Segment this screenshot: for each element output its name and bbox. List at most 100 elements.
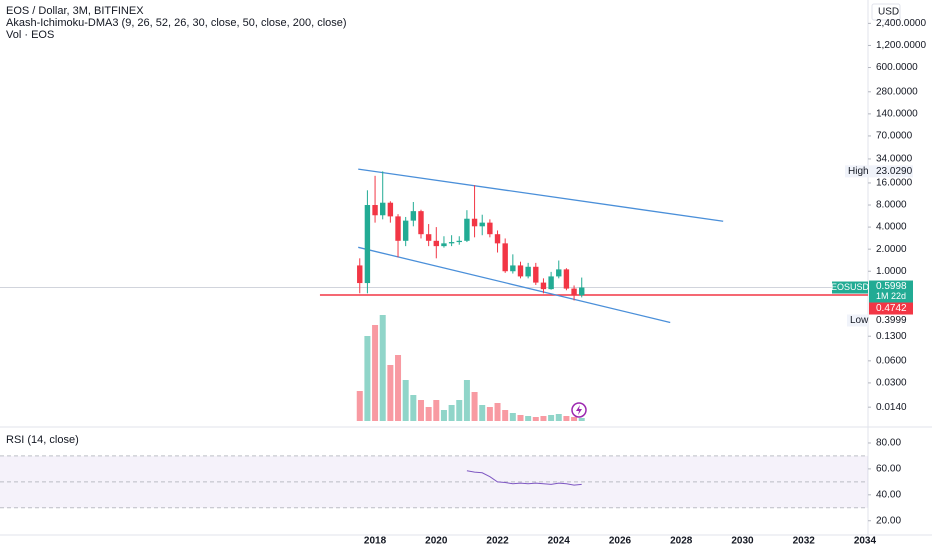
volume-bar bbox=[540, 416, 547, 421]
volume-bar bbox=[372, 325, 379, 421]
countdown: 1M 22d bbox=[876, 291, 906, 301]
icon-bolt[interactable] bbox=[576, 405, 582, 415]
volume-bar bbox=[532, 417, 539, 421]
y-tick-label: 4.0000 bbox=[876, 222, 907, 233]
volume-bar bbox=[479, 405, 486, 421]
candle-body bbox=[441, 243, 447, 247]
x-tick-label: 2018 bbox=[364, 536, 387, 547]
volume-bar bbox=[494, 403, 501, 421]
x-tick-label: 2026 bbox=[609, 536, 632, 547]
volume-bar bbox=[571, 417, 578, 421]
x-tick-label: 2034 bbox=[854, 536, 877, 547]
volume-bar bbox=[364, 336, 371, 421]
currency-box[interactable] bbox=[871, 3, 901, 21]
volume-bar bbox=[578, 418, 585, 421]
y-tick-label: 34.0000 bbox=[876, 154, 913, 165]
y-tick-label: 2,400.0000 bbox=[876, 18, 926, 29]
rsi-line bbox=[466, 470, 582, 486]
volume-bar bbox=[379, 315, 386, 421]
y-tick-label: 2.0000 bbox=[876, 244, 907, 255]
currency-label[interactable]: USD bbox=[878, 7, 899, 18]
y-tick-label: 16.0000 bbox=[876, 178, 913, 189]
volume-bar bbox=[448, 405, 455, 421]
last-price-tag bbox=[832, 281, 868, 294]
volume-bar bbox=[517, 415, 524, 421]
last-price-value: 0.5998 bbox=[876, 281, 907, 292]
lightning-icon[interactable] bbox=[571, 402, 587, 418]
volume-bar bbox=[486, 407, 493, 421]
candle-body bbox=[510, 265, 516, 272]
x-tick-label: 2022 bbox=[486, 536, 509, 547]
volume-bar bbox=[410, 395, 417, 421]
candle-body bbox=[395, 216, 401, 241]
y-tick-label: 1,200.0000 bbox=[876, 40, 926, 51]
high-value: 23.0290 bbox=[876, 166, 913, 177]
y-tick-label: 0.0300 bbox=[876, 378, 907, 389]
high-label: High bbox=[848, 166, 869, 177]
high-tag bbox=[845, 165, 868, 178]
candle-body bbox=[487, 222, 493, 235]
last-price-symbol: EOSUSD bbox=[831, 282, 870, 292]
candle-body bbox=[380, 202, 386, 216]
volume-bar bbox=[440, 410, 447, 421]
volume-bar bbox=[463, 380, 470, 421]
y-tick-label: 8.0000 bbox=[876, 200, 907, 211]
candle-body bbox=[479, 222, 485, 227]
chart-title: EOS / Dollar, 3M, BITFINEX bbox=[6, 5, 144, 17]
candle-body bbox=[464, 218, 470, 241]
volume-bar bbox=[387, 365, 394, 421]
y-tick-label: 600.0000 bbox=[876, 62, 918, 73]
candle-body bbox=[448, 242, 455, 244]
low-label: Low bbox=[850, 315, 869, 326]
rsi-y-tick-label: 80.00 bbox=[876, 438, 901, 449]
candle-body bbox=[517, 265, 524, 277]
candle-body bbox=[456, 240, 462, 243]
candle-body bbox=[425, 234, 432, 241]
candle-body bbox=[548, 276, 554, 290]
rsi-y-tick-label: 40.00 bbox=[876, 489, 901, 500]
volume-bar bbox=[433, 400, 440, 421]
y-tick-label: 1.0000 bbox=[876, 266, 907, 277]
candle-body bbox=[364, 205, 371, 284]
candle-body bbox=[410, 211, 417, 221]
y-tick-label: 280.0000 bbox=[876, 86, 918, 97]
volume-bar bbox=[509, 413, 516, 421]
marked-price-value: 0.4742 bbox=[876, 303, 907, 314]
last-price-box bbox=[869, 280, 913, 303]
rsi-y-tick-label: 20.00 bbox=[876, 515, 901, 526]
candle-body bbox=[402, 220, 409, 241]
x-tick-label: 2028 bbox=[670, 536, 693, 547]
x-tick-label: 2032 bbox=[793, 536, 816, 547]
candle-body bbox=[494, 234, 501, 244]
candle-body bbox=[533, 266, 539, 283]
y-tick-label: 140.0000 bbox=[876, 109, 918, 120]
candle-body bbox=[571, 288, 577, 296]
volume-bar bbox=[555, 414, 562, 421]
candle-body bbox=[525, 266, 531, 277]
volume-bar bbox=[563, 416, 570, 421]
candle-body bbox=[471, 218, 478, 227]
candle-body bbox=[556, 269, 562, 277]
rsi-y-tick-label: 60.00 bbox=[876, 464, 901, 475]
candle-body bbox=[433, 240, 439, 247]
indicator-label: Akash-Ichimoku-DMA3 (9, 26, 52, 26, 30, … bbox=[6, 17, 347, 29]
rsi-title: RSI (14, close) bbox=[6, 434, 79, 446]
candle-body bbox=[372, 205, 378, 216]
volume-bar bbox=[471, 392, 478, 421]
indicator-label: Vol · EOS bbox=[6, 29, 54, 41]
volume-bar bbox=[456, 400, 463, 421]
candle-body bbox=[418, 211, 424, 235]
x-tick-label: 2030 bbox=[731, 536, 754, 547]
candle-body bbox=[502, 243, 508, 272]
low-value: 0.3999 bbox=[876, 315, 907, 326]
marked-price-box bbox=[869, 302, 913, 315]
volume-bar bbox=[356, 391, 363, 421]
trendline bbox=[358, 168, 724, 222]
candle-body bbox=[579, 287, 585, 296]
volume-bar bbox=[395, 355, 402, 421]
y-tick-label: 0.0140 bbox=[876, 402, 907, 413]
x-tick-label: 2024 bbox=[548, 536, 571, 547]
candle-body bbox=[357, 265, 363, 284]
